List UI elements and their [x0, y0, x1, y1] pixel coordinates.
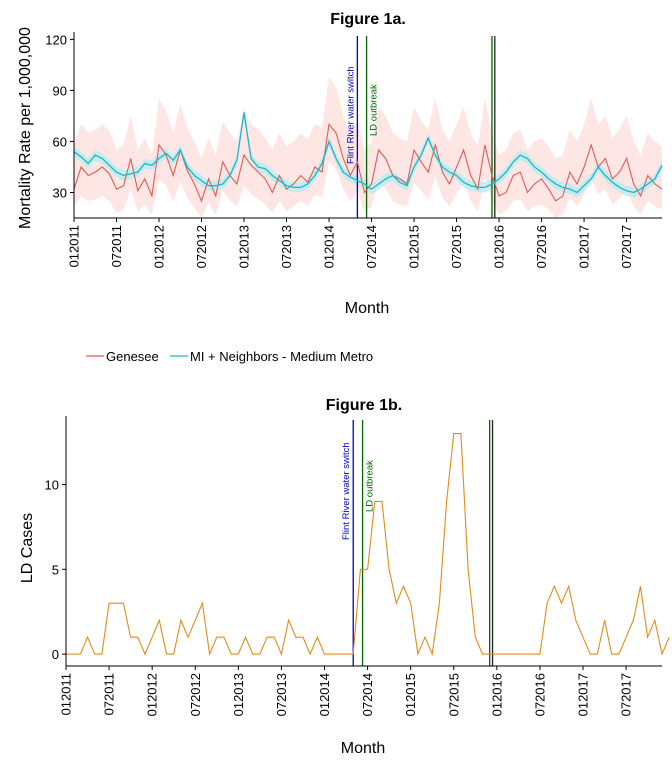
- x-tick-label: 072016: [532, 673, 547, 716]
- y-ticks-1a: 30 60 90 120: [45, 32, 74, 200]
- x-tick-label: 072012: [194, 225, 209, 268]
- x-tick-label: 012011: [67, 225, 82, 267]
- x-tick-label: 012014: [322, 225, 337, 268]
- axes-1a: [73, 32, 662, 219]
- y-axis-label-1b: LD Cases: [19, 513, 36, 583]
- annotation-ld-outbreak: LD outbreak: [369, 84, 380, 136]
- x-tick-label: 012016: [492, 225, 507, 268]
- legend-label-genesee: Genesee: [106, 349, 159, 364]
- confidence-bands-1a: [74, 76, 662, 218]
- event-annotations-1a: Flint River water switch LD outbreak: [345, 66, 379, 164]
- x-tick-label: 012012: [145, 673, 160, 716]
- annotation-ld-outbreak: LD outbreak: [365, 460, 376, 512]
- x-tick-label: 072012: [188, 673, 203, 716]
- panel-1b: Figure 1b. LD Cases Month 0 5 10 012011 072…: [19, 397, 670, 757]
- panel-1a: Figure 1a. Mortality Rate per 1,000,000 …: [17, 11, 663, 317]
- x-tick-label: 072015: [449, 225, 464, 268]
- annotation-water-switch: Flint River water switch: [345, 66, 356, 164]
- event-lines-1a: [356, 36, 496, 218]
- chart-title-1b: Figure 1b.: [326, 397, 402, 414]
- x-tick-label: 072011: [102, 673, 117, 715]
- y-tick-label: 90: [53, 83, 67, 98]
- annotation-water-switch: Flint River water switch: [341, 442, 352, 540]
- x-tick-label: 072016: [534, 225, 549, 268]
- mi-neighbors-line: [73, 112, 663, 194]
- y-axis-label-1a: Mortality Rate per 1,000,000: [17, 27, 34, 229]
- x-tick-label: 012015: [407, 225, 422, 268]
- event-annotations-1b: Flint River water switch LD outbreak: [341, 442, 375, 540]
- axes-1b: [65, 416, 662, 667]
- x-tick-label: 012013: [231, 673, 246, 716]
- legend: Genesee MI + Neighbors - Medium Metro: [86, 349, 373, 364]
- legend-label-mi: MI + Neighbors - Medium Metro: [190, 349, 373, 364]
- x-tick-label: 072013: [274, 673, 289, 716]
- event-lines-1b: [352, 420, 494, 666]
- x-tick-label: 012017: [577, 225, 592, 268]
- x-tick-label: 012012: [152, 225, 167, 268]
- x-tick-label: 072014: [360, 673, 375, 716]
- x-ticks-1b: 012011 072011 012012 072012 012013 072013 0120…: [59, 666, 634, 716]
- x-ticks-1a: 012011 072011 012012 072012 012013 072013 0120…: [67, 218, 634, 268]
- x-tick-label: 072013: [279, 225, 294, 268]
- series-lines-1a: [73, 112, 663, 203]
- series-lines-1b: [66, 433, 670, 657]
- y-tick-label: 10: [45, 477, 59, 492]
- x-tick-label: 012013: [237, 225, 252, 268]
- y-ticks-1b: 0 5 10: [45, 477, 66, 662]
- y-tick-label: 0: [52, 647, 59, 662]
- y-tick-label: 120: [45, 32, 67, 47]
- x-tick-label: 072011: [109, 225, 124, 267]
- x-tick-label: 072014: [364, 225, 379, 268]
- genesee-line: [73, 123, 663, 203]
- x-tick-label: 072015: [446, 673, 461, 716]
- x-tick-label: 012014: [317, 673, 332, 716]
- x-tick-label: 072017: [619, 225, 634, 268]
- x-tick-label: 012015: [403, 673, 418, 716]
- chart-title-1a: Figure 1a.: [330, 11, 406, 28]
- x-tick-label: 012011: [59, 673, 74, 715]
- x-axis-label-1a: Month: [345, 300, 389, 317]
- y-tick-label: 30: [53, 185, 67, 200]
- x-axis-label-1b: Month: [341, 740, 385, 757]
- x-tick-label: 012016: [489, 673, 504, 716]
- y-tick-label: 60: [53, 134, 67, 149]
- y-tick-label: 5: [52, 562, 59, 577]
- x-tick-label: 072017: [619, 673, 634, 716]
- x-tick-label: 012017: [576, 673, 591, 716]
- ld-cases-line: [66, 433, 670, 657]
